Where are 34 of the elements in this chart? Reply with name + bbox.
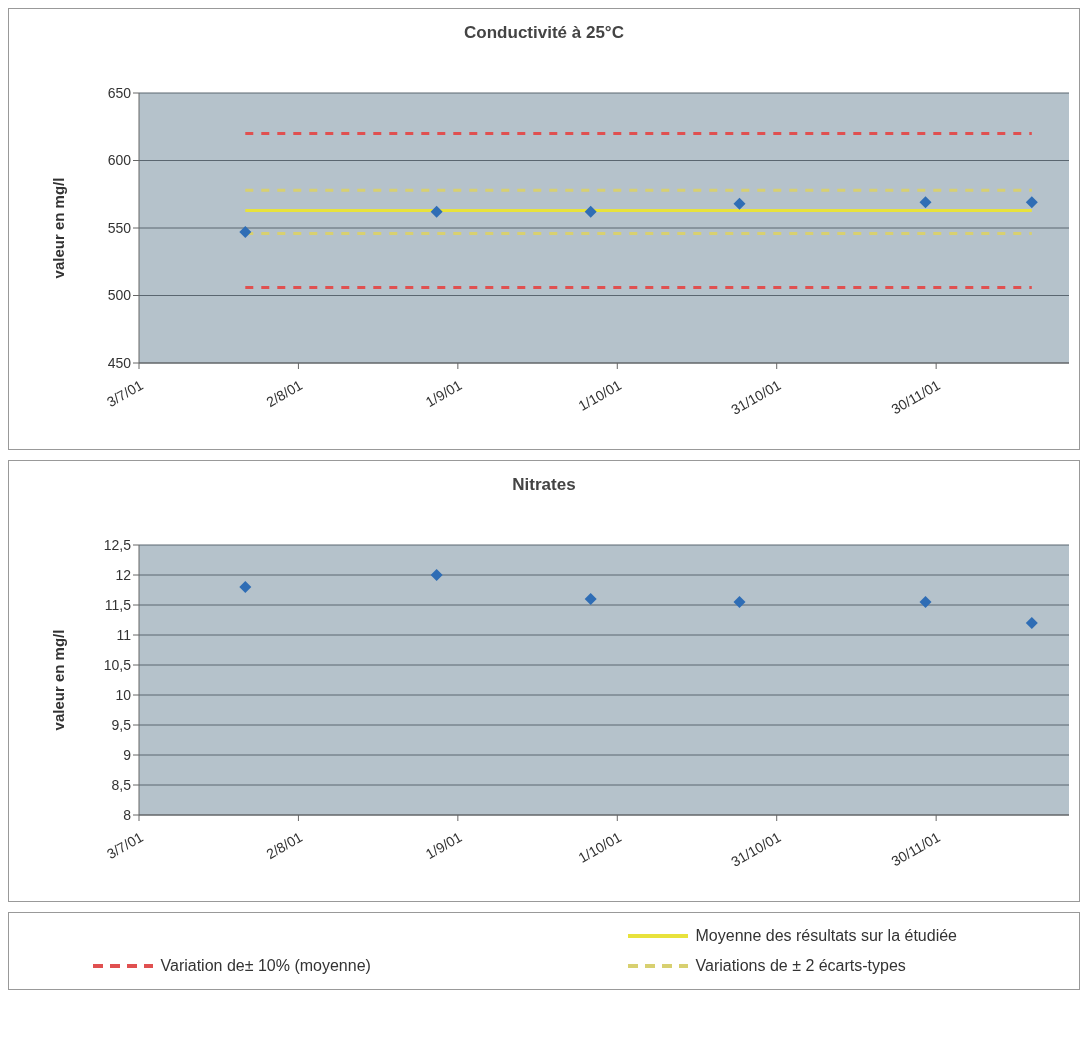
chart-title: Nitrates — [511, 474, 577, 496]
y-tick-label: 500 — [107, 287, 132, 304]
y-tick-label: 10 — [115, 686, 132, 703]
y-tick-label: 12 — [115, 566, 132, 583]
point — [584, 205, 597, 218]
point — [919, 196, 932, 209]
y-tick-label: 8 — [123, 806, 132, 823]
y-tick-label: 9,5 — [111, 716, 132, 733]
point — [430, 569, 443, 581]
legend-label: Variations de ± 2 écarts-types — [695, 957, 907, 975]
y-axis-title: valeur en mg/l — [50, 177, 68, 279]
point — [584, 593, 597, 605]
point — [430, 205, 443, 218]
legend-label: Variation de± 10% (moyenne) — [160, 957, 372, 975]
point — [1025, 196, 1038, 209]
y-tick-label: 10,5 — [103, 656, 132, 673]
point — [239, 581, 252, 593]
point — [919, 596, 932, 608]
legend-label: Moyenne des résultats sur la étudiée — [695, 927, 958, 945]
y-tick-label: 600 — [107, 152, 132, 169]
y-tick-label: 9 — [123, 746, 132, 763]
point — [239, 226, 252, 239]
chart-title: Conductivité à 25°C — [463, 22, 625, 44]
point — [733, 596, 746, 608]
y-tick-label: 11 — [116, 626, 132, 643]
y-tick-label: 8,5 — [111, 776, 132, 793]
y-tick-label: 11,5 — [104, 596, 132, 613]
y-tick-label: 450 — [107, 354, 132, 371]
y-tick-label: 12,5 — [103, 536, 132, 553]
y-axis-title: valeur en mg/l — [50, 629, 68, 731]
y-tick-label: 650 — [107, 84, 132, 101]
point — [733, 197, 746, 210]
point — [1025, 617, 1038, 629]
y-tick-label: 550 — [107, 219, 132, 236]
